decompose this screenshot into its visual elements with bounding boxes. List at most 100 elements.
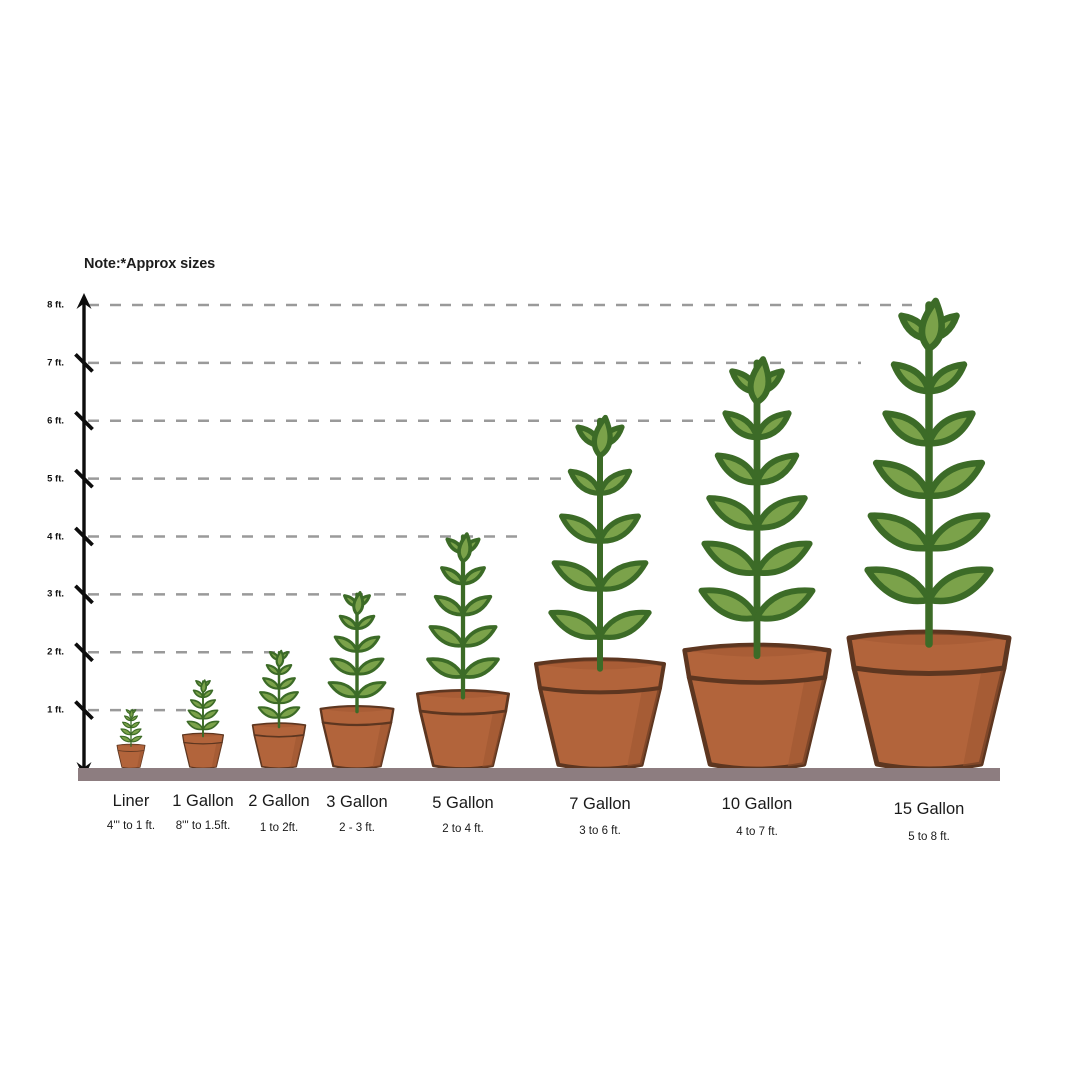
leaf: [698, 587, 760, 622]
leaf: [186, 720, 204, 731]
leaf: [119, 735, 132, 743]
pot-label-10-gallon: 10 Gallon: [721, 795, 793, 813]
leaf: [277, 691, 299, 705]
pot-label-15-gallon: 15 Gallon: [893, 800, 965, 818]
leaf: [597, 468, 633, 496]
foliage: [426, 532, 500, 700]
leaf: [277, 664, 293, 676]
leaf: [202, 709, 219, 720]
foliage: [186, 679, 220, 738]
pot-range-1-gallon: 8''' to 1.5ft.: [175, 820, 231, 832]
plant-15-gallon: [846, 297, 1012, 772]
plant-liner: [116, 708, 146, 769]
leaf: [355, 681, 387, 699]
leaf: [754, 495, 808, 531]
leaf: [706, 495, 760, 531]
approx-sizes-note: Note:*Approx sizes: [84, 256, 216, 272]
leaf: [257, 706, 281, 719]
leaf: [754, 410, 792, 441]
leaf: [567, 468, 603, 496]
plant-2-gallon: [251, 649, 307, 770]
ground-bar: [78, 768, 1000, 781]
leaf: [925, 459, 986, 499]
leaf: [333, 635, 359, 653]
foliage: [327, 591, 387, 714]
pot: [319, 705, 395, 770]
leaf: [461, 657, 500, 679]
tick-label-1ft: 1 ft.: [47, 704, 64, 716]
terminal-leaf: [352, 591, 365, 616]
leaf: [597, 513, 642, 544]
leaf: [867, 512, 933, 552]
leaf: [558, 513, 603, 544]
pot-label-5-gallon: 5 Gallon: [432, 794, 494, 812]
leaf: [864, 566, 933, 605]
leaf: [120, 728, 132, 736]
tick-label-3ft: 3 ft.: [47, 588, 64, 600]
tick-label-8ft: 8 ft.: [47, 299, 64, 311]
leaf: [882, 410, 933, 447]
leaf: [122, 721, 132, 729]
pot: [251, 722, 307, 770]
leaf: [355, 614, 376, 631]
plant-5-gallon: [415, 532, 511, 770]
pot: [682, 642, 832, 772]
tick-label-5ft: 5 ft.: [47, 473, 64, 485]
pot: [846, 629, 1012, 772]
pot-range-15-gallon: 5 to 8 ft.: [908, 831, 950, 843]
terminal-leaf: [918, 297, 945, 352]
leaf: [123, 715, 132, 722]
pot: [181, 732, 225, 769]
leaf: [329, 657, 359, 676]
leaf: [202, 699, 217, 709]
leaf: [189, 699, 204, 709]
foliage: [119, 708, 143, 747]
tick-label-7ft: 7 ft.: [47, 357, 64, 369]
leaf: [925, 566, 994, 605]
pot-range-10-gallon: 4 to 7 ft.: [736, 826, 778, 838]
leaf: [597, 560, 649, 592]
leaf: [259, 691, 281, 705]
leaf: [202, 720, 220, 731]
leaf: [722, 410, 760, 441]
leaf: [262, 677, 281, 690]
leaf: [548, 609, 603, 640]
tick-label-4ft: 4 ft.: [47, 531, 64, 542]
pot-range-2-gallon: 1 to 2ft.: [259, 822, 299, 834]
leaf: [428, 625, 465, 648]
leaf: [130, 715, 139, 722]
pot-range-3-gallon: 2 - 3 ft.: [339, 822, 375, 834]
leaf: [338, 614, 359, 631]
pot: [415, 689, 511, 770]
leaf: [925, 361, 968, 395]
pot: [116, 743, 146, 769]
leaf: [187, 709, 204, 720]
leaf: [701, 540, 760, 577]
pot-range-5-gallon: 2 to 4 ft.: [442, 823, 484, 835]
terminal-leaf: [591, 414, 613, 459]
leaf: [754, 540, 813, 577]
leaf: [754, 587, 816, 622]
leaf: [202, 689, 214, 699]
pot-label-2-gallon: 2 Gallon: [248, 792, 310, 810]
terminal-leaf: [457, 532, 473, 564]
leaf: [327, 681, 359, 699]
leaf: [355, 657, 385, 676]
terminal-leaf: [747, 356, 772, 406]
pot-range-liner: 4''' to 1 ft.: [106, 820, 156, 832]
pot-label-3-gallon: 3 Gallon: [326, 793, 388, 811]
foliage: [257, 649, 301, 729]
leaf: [872, 459, 933, 499]
leaf: [355, 635, 381, 653]
leaf: [890, 361, 933, 395]
leaf: [265, 664, 281, 676]
leaf: [440, 566, 465, 586]
leaf: [597, 609, 652, 640]
pot-label-liner: Liner: [112, 792, 150, 810]
leaf: [277, 706, 301, 719]
leaf: [925, 410, 976, 447]
plant-3-gallon: [319, 591, 395, 770]
pot-range-7-gallon: 3 to 6 ft.: [579, 825, 621, 837]
